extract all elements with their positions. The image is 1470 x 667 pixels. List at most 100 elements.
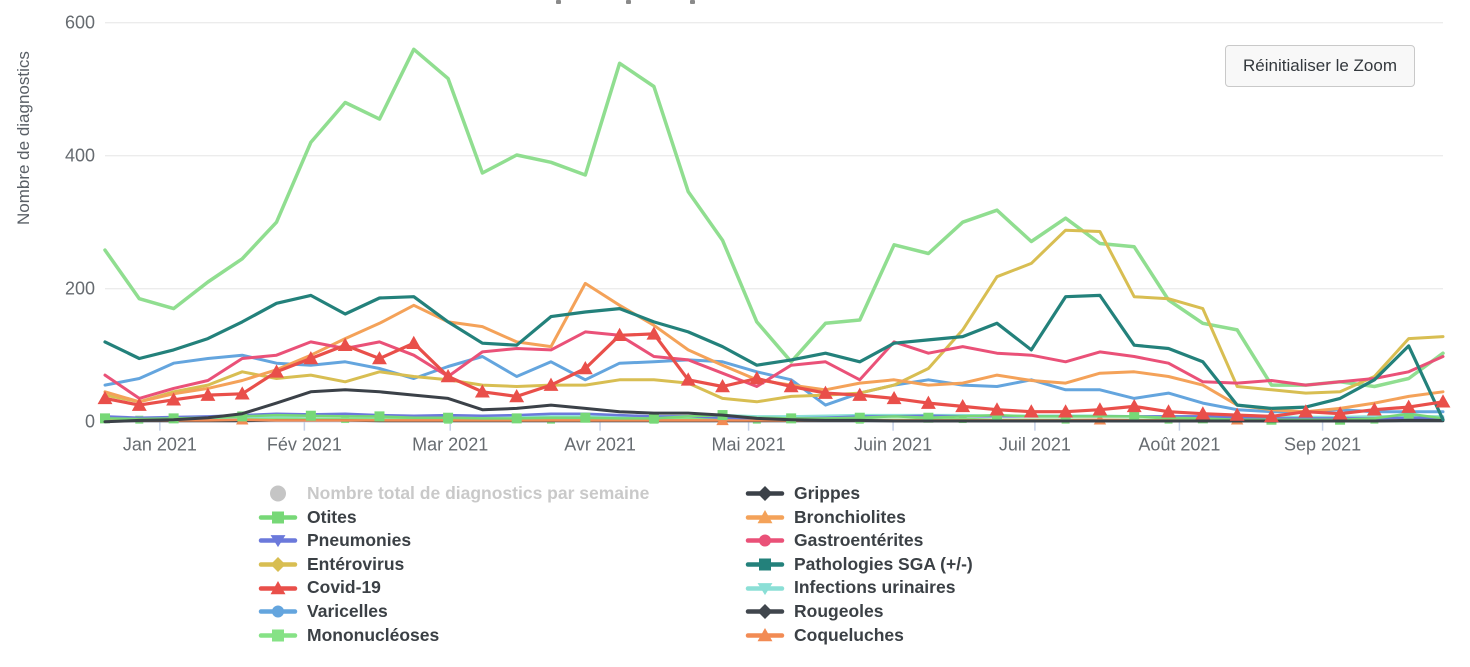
legend-marker-circle-icon	[270, 485, 286, 502]
legend-marker-square-icon	[258, 629, 298, 642]
legend-symbol-infections-urinaires	[757, 582, 773, 595]
marker-triangle-covid-19	[269, 364, 284, 378]
y-tick-label: 400	[65, 146, 95, 166]
series-line-pathologies-sga	[103, 293, 1445, 422]
legend-item-enterovirus[interactable]: Entérovirus	[258, 553, 649, 577]
marker-triangle-covid-19	[166, 392, 182, 406]
series-total	[103, 47, 1445, 389]
x-tick-label: Avr 2021	[564, 435, 636, 455]
legend-label: Bronchiolites	[794, 506, 906, 527]
legend-label: Infections urinaires	[794, 577, 956, 598]
marker-triangle-covid-19	[372, 351, 387, 365]
legend-symbol-covid-19	[270, 580, 286, 594]
legend-label: Varicelles	[307, 601, 388, 622]
legend-marker-triangle-down-icon	[745, 582, 785, 595]
marker-triangle-covid-19	[1126, 398, 1142, 413]
marker-square-otites	[923, 412, 934, 423]
reset-zoom-button[interactable]: Réinitialiser le Zoom	[1225, 45, 1415, 87]
x-tick-label: Juil 2021	[999, 435, 1071, 455]
legend-item-grippes[interactable]: Grippes	[745, 482, 973, 506]
marker-triangle-covid-19	[646, 326, 662, 340]
legend-label: Covid-19	[307, 577, 381, 598]
marker-triangle-covid-19	[1435, 394, 1451, 408]
marker-triangle-covid-19	[1401, 399, 1417, 413]
series-line-total	[103, 47, 1445, 389]
x-tick-label: Juin 2021	[854, 435, 932, 455]
legend-symbol-pneumonies	[270, 535, 286, 548]
legend-symbol-pathologies-sga	[759, 558, 771, 571]
legend-marker-square-icon	[745, 558, 785, 571]
legend-item-pathologies-sga[interactable]: Pathologies SGA (+/-)	[745, 553, 973, 577]
legend-item-coqueluches[interactable]: Coqueluches	[745, 624, 973, 648]
legend-item-infections-urinaires[interactable]: Infections urinaires	[745, 576, 973, 600]
legend-item-gastroenterites[interactable]: Gastroentérites	[745, 529, 973, 553]
marker-triangle-covid-19	[680, 372, 696, 386]
marker-triangle-covid-19	[303, 351, 319, 365]
marker-triangle-covid-19	[406, 335, 422, 349]
series-line-enterovirus	[103, 228, 1445, 404]
line-chart-plot[interactable]: 0 200 400 600 Jan 2021 Fév 2021 Mar 2021 Avr 20…	[0, 0, 1470, 470]
marker-triangle-covid-19	[1092, 402, 1108, 416]
marker-square-otites	[237, 411, 248, 422]
marker-square-otites	[1403, 408, 1414, 419]
legend-marker-diamond-icon	[745, 486, 785, 502]
legend-item-rougeoles[interactable]: Rougeoles	[745, 600, 973, 624]
legend-item-bronchiolites[interactable]: Bronchiolites	[745, 506, 973, 530]
legend-item-pneumonies[interactable]: Pneumonies	[258, 529, 649, 553]
marker-square-otites	[374, 411, 385, 422]
y-tick-label: 600	[65, 13, 95, 33]
legend-item-varicelles[interactable]: Varicelles	[258, 600, 649, 624]
marker-triangle-covid-19	[440, 369, 456, 383]
marker-triangle-covid-19	[612, 327, 628, 342]
marker-triangle-covid-19	[1366, 402, 1382, 416]
marker-triangle-covid-19	[474, 384, 490, 398]
marker-triangle-covid-19	[886, 390, 902, 405]
marker-square-mononucleoses	[958, 415, 967, 424]
marker-triangle-covid-19	[955, 398, 971, 413]
legend-symbol-coqueluches	[757, 627, 773, 642]
series-line-covid-19	[103, 332, 1445, 418]
legend-label: Pneumonies	[307, 530, 412, 551]
x-tick-label: Août 2021	[1138, 435, 1220, 455]
legend-label: Gastroentérites	[794, 530, 924, 551]
legend-symbol-mononucleoses	[272, 629, 284, 642]
marker-square-otites	[305, 410, 316, 421]
legend-column-right: Grippes Bronchiolites Gastroentérites Patho…	[745, 482, 973, 647]
series-line-grippes	[103, 388, 1445, 424]
marker-square-otites	[1129, 411, 1140, 422]
legend-symbol-gastroenterites	[759, 534, 771, 547]
marker-triangle-covid-19	[337, 337, 353, 351]
legend-label: Pathologies SGA (+/-)	[794, 553, 973, 574]
legend-label: Grippes	[794, 483, 861, 504]
legend-item-mononucleoses[interactable]: Mononucléoses	[258, 624, 649, 648]
legend-item-otites[interactable]: Otites	[258, 506, 649, 530]
legend-item-covid-19[interactable]: Covid-19	[258, 576, 649, 600]
legend-label: Mononucléoses	[307, 624, 440, 645]
series-grippes	[103, 388, 1445, 424]
legend-item-total[interactable]: Nombre total de diagnostics par semaine	[258, 482, 649, 506]
series-enterovirus	[103, 228, 1445, 404]
legend-marker-triangle-icon	[258, 580, 298, 594]
clipped-title-fragment	[626, 0, 631, 4]
marker-triangle-covid-19	[200, 387, 216, 401]
legend-label: Nombre total de diagnostics par semaine	[307, 483, 650, 504]
x-tick-label: Mar 2021	[412, 435, 488, 455]
legend-label: Otites	[307, 506, 357, 527]
marker-triangle-covid-19	[577, 361, 593, 375]
legend-marker-triangle-down-icon	[258, 535, 298, 548]
marker-square-otites	[443, 412, 454, 423]
legend-marker-square-icon	[258, 511, 298, 524]
marker-square-mononucleoses	[341, 415, 350, 424]
marker-triangle-covid-19	[1161, 404, 1176, 418]
clipped-title-fragment	[690, 0, 695, 4]
marker-triangle-covid-19	[818, 385, 833, 399]
legend-symbol-bronchiolites	[757, 509, 773, 524]
marker-triangle-covid-19	[920, 395, 936, 409]
clipped-title-fragment	[556, 0, 561, 4]
marker-triangle-covid-19	[1264, 408, 1279, 423]
series-covid-19	[97, 326, 1451, 423]
legend-marker-diamond-icon	[258, 557, 298, 573]
legend-symbol-grippes	[757, 486, 773, 502]
marker-triangle-covid-19	[1298, 404, 1314, 418]
